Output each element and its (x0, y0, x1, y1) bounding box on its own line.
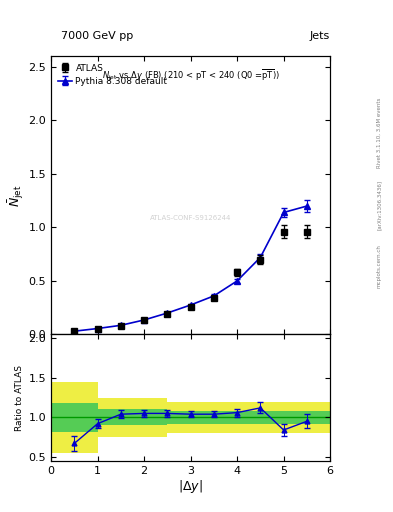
Text: mcplots.cern.ch: mcplots.cern.ch (377, 244, 382, 288)
Text: Jets: Jets (310, 31, 330, 41)
Y-axis label: $\bar{N}_{\mathrm{jet}}$: $\bar{N}_{\mathrm{jet}}$ (6, 184, 26, 207)
Y-axis label: Ratio to ATLAS: Ratio to ATLAS (15, 365, 24, 431)
Text: Rivet 3.1.10, 3.6M events: Rivet 3.1.10, 3.6M events (377, 98, 382, 168)
Legend: ATLAS, Pythia 8.308 default: ATLAS, Pythia 8.308 default (55, 61, 170, 89)
Text: 7000 GeV pp: 7000 GeV pp (61, 31, 133, 41)
Text: $N_\mathrm{jet}$ vs $\Delta y$ (FB) (210 < pT < 240 (Q0 =$\overline{\mathrm{pT}}: $N_\mathrm{jet}$ vs $\Delta y$ (FB) (210… (102, 68, 279, 82)
Text: ATLAS-CONF-S9126244: ATLAS-CONF-S9126244 (150, 215, 231, 221)
X-axis label: $|\Delta y|$: $|\Delta y|$ (178, 478, 203, 496)
Text: [arXiv:1306.3436]: [arXiv:1306.3436] (377, 180, 382, 230)
